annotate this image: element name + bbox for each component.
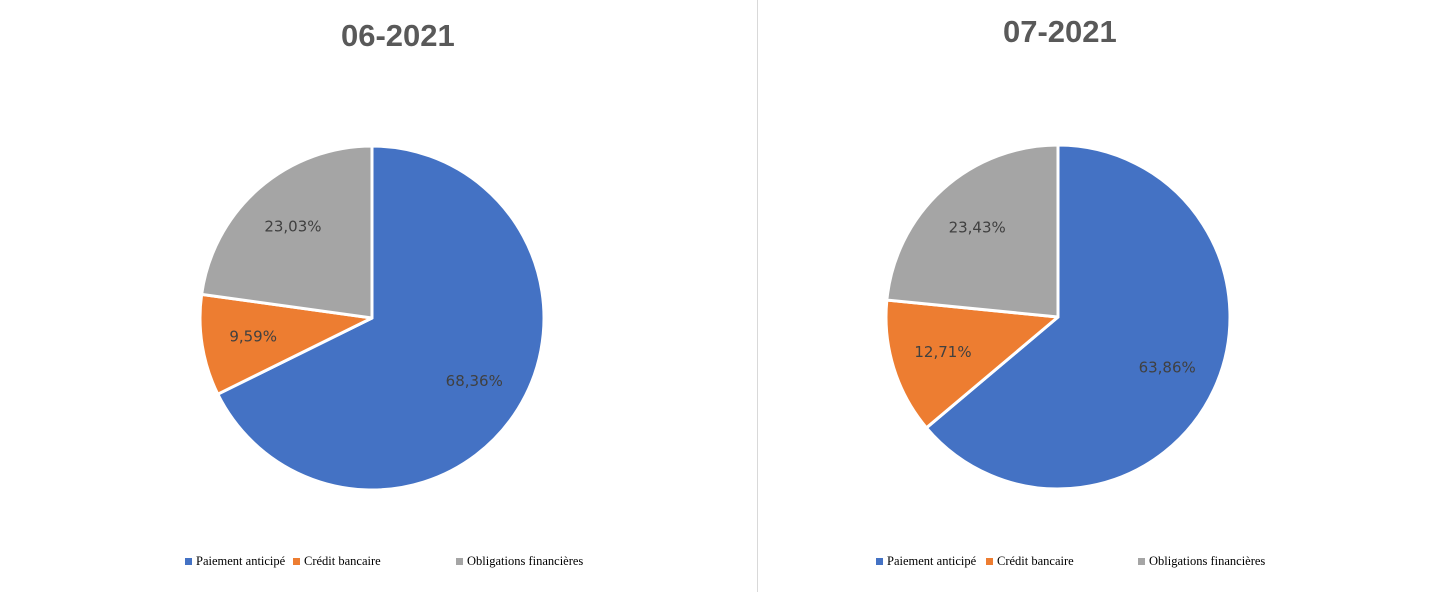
chart-title: 07-2021 xyxy=(1003,14,1117,49)
pie-slice-obligations xyxy=(885,143,1060,319)
legend-item-paiement: Paiement anticipé xyxy=(185,554,285,569)
panel-divider xyxy=(757,0,758,592)
data-label-credit: 9,59% xyxy=(229,328,277,346)
legend-label: Crédit bancaire xyxy=(304,554,381,568)
data-label-paiement: 68,36% xyxy=(446,372,503,390)
pie-slice-obligations xyxy=(200,144,374,320)
data-label-paiement: 63,86% xyxy=(1139,358,1196,376)
pie-slice-paiement xyxy=(216,144,546,492)
data-label-credit: 12,71% xyxy=(914,343,971,361)
legend-swatch xyxy=(1138,558,1145,565)
data-label-obligations: 23,43% xyxy=(949,218,1006,236)
legend-label: Obligations financières xyxy=(1149,554,1266,568)
legend-item-credit: Crédit bancaire xyxy=(293,554,381,569)
chart-panel-july: 07-2021 63,86% 12,71% 23,43% Paiement anti… xyxy=(758,0,1429,592)
pie-slice-paiement xyxy=(924,143,1232,491)
legend-label: Paiement anticipé xyxy=(887,554,977,568)
legend-label: Paiement anticipé xyxy=(196,554,286,568)
legend-swatch xyxy=(986,558,993,565)
legend-item-obligations: Obligations financières xyxy=(1138,554,1265,569)
chart-panel-june: 06-2021 68,36% 9,59% 23,03% Paiement antic… xyxy=(185,18,583,569)
legend-label: Crédit bancaire xyxy=(997,554,1074,568)
legend-item-paiement: Paiement anticipé xyxy=(876,554,976,569)
legend-swatch xyxy=(185,558,192,565)
legend-item-credit: Crédit bancaire xyxy=(986,554,1074,569)
legend-swatch xyxy=(293,558,300,565)
legend-item-obligations: Obligations financières xyxy=(456,554,583,569)
data-label-obligations: 23,03% xyxy=(264,218,321,236)
pie-slice-credit xyxy=(884,298,1060,430)
pie-chart: 63,86% 12,71% 23,43% xyxy=(884,143,1232,491)
legend-swatch xyxy=(456,558,463,565)
pie-slice-credit xyxy=(198,292,374,396)
chart-title: 06-2021 xyxy=(341,18,455,53)
pie-chart: 68,36% 9,59% 23,03% xyxy=(198,144,546,492)
legend-label: Obligations financières xyxy=(467,554,584,568)
legend-swatch xyxy=(876,558,883,565)
